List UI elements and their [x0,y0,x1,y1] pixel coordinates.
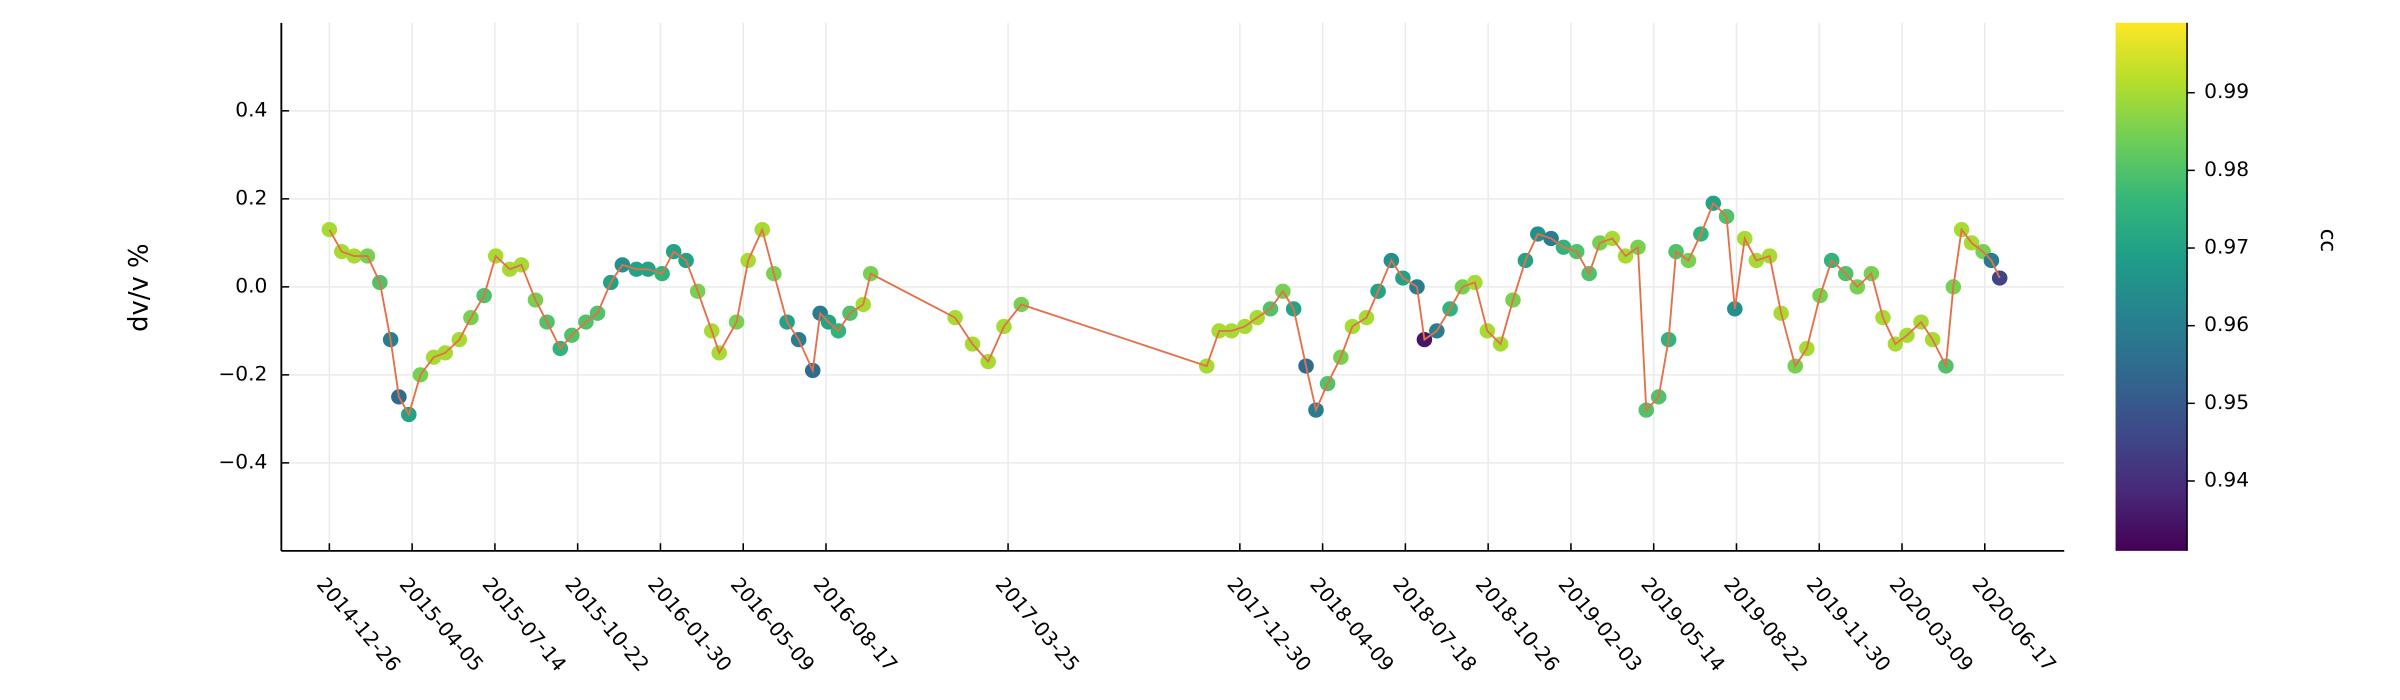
x-tick-label: 2015-04-05 [395,573,489,676]
y-tick-label: −0.2 [218,361,267,385]
x-tick-label: 2017-12-30 [1222,573,1316,676]
y-axis-label: dv/v % [124,243,154,331]
x-tick-label: 2019-05-14 [1636,573,1730,676]
x-tick-label: 2015-10-22 [560,573,654,676]
x-tick-label: 2018-07-18 [1388,573,1482,676]
y-tick-label: 0.0 [235,273,267,297]
x-tick-label: 2019-11-30 [1802,573,1896,676]
x-tick-label: 2019-08-22 [1719,573,1813,676]
x-tick-label: 2019-02-03 [1553,573,1647,676]
colorbar-tick-label: 0.98 [2204,157,2249,181]
colorbar-tick-label: 0.94 [2204,468,2249,492]
y-tick-label: −0.4 [218,450,267,474]
x-tick-label: 2020-06-17 [1967,573,2061,676]
x-tick-label: 2015-07-14 [477,573,571,676]
x-tick-label: 2014-12-26 [312,573,406,676]
x-tick-label: 2016-01-30 [643,573,737,676]
line [328,201,2001,417]
colorbar-label: cc [2315,229,2340,252]
colorbar-tick-label: 0.99 [2204,79,2249,103]
x-tick-label: 2017-03-25 [991,573,1085,676]
x-tick-label: 2016-08-17 [809,573,903,676]
x-tick-label: 2020-03-09 [1885,573,1979,676]
colorbar-tick-label: 0.96 [2204,312,2249,336]
colorbar-tick-label: 0.95 [2204,390,2249,414]
y-tick-label: 0.4 [235,97,267,121]
colorbar-tick-label: 0.97 [2204,235,2249,259]
x-tick-label: 2018-04-09 [1305,573,1399,676]
colorbar [2115,22,2188,551]
y-tick-label: 0.2 [235,185,267,209]
x-tick-label: 2016-05-09 [726,573,820,676]
x-tick-label: 2018-10-26 [1471,573,1565,676]
